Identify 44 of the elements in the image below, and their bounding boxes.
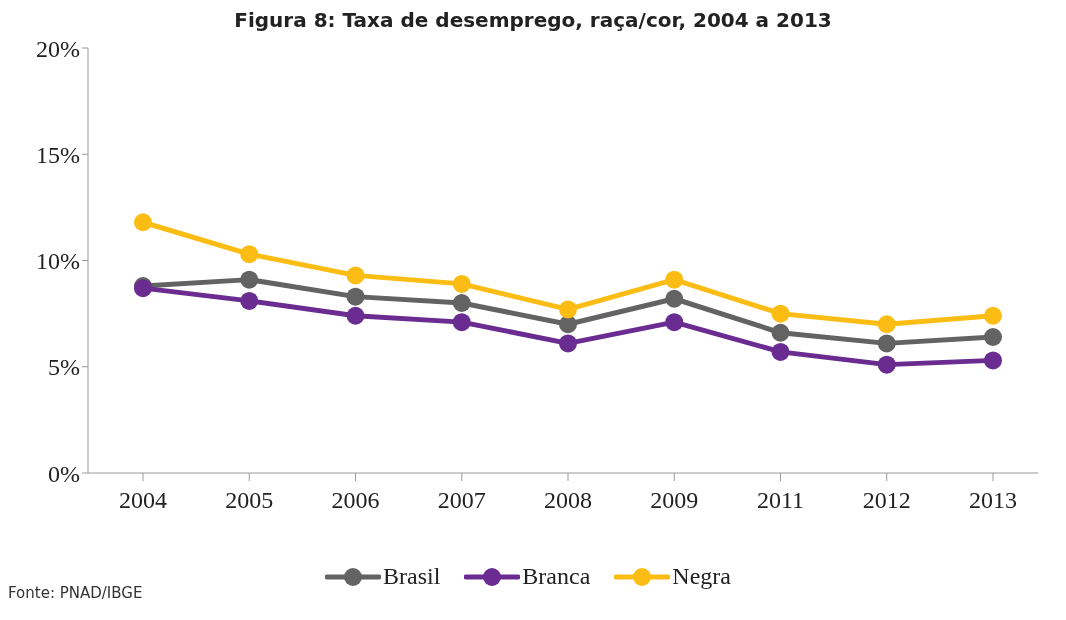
legend-label: Brasil [382, 563, 441, 590]
x-tick-label: 2013 [969, 487, 1017, 514]
point [984, 351, 1002, 370]
y-tick-label: 20% [36, 35, 80, 62]
point [877, 355, 896, 374]
point [346, 306, 365, 325]
y-tick-label: 15% [36, 141, 80, 168]
point [984, 328, 1002, 346]
point [665, 289, 684, 308]
point [984, 306, 1002, 325]
legend-label: Branca [521, 563, 591, 590]
x-tick-label: 2006 [331, 487, 380, 514]
source-note: Fonte: PNAD/IBGE [8, 584, 143, 602]
point [559, 334, 577, 353]
point [240, 245, 259, 264]
point [452, 313, 471, 332]
point [240, 291, 259, 310]
point [771, 304, 790, 323]
point [134, 213, 152, 232]
x-tick-label: 2011 [756, 487, 805, 514]
legend-label: Negra [671, 563, 731, 590]
x-tick-label: 2007 [437, 487, 486, 514]
x-tick-label: 2009 [650, 487, 699, 514]
x-tick-label: 2012 [862, 487, 911, 514]
point [665, 270, 684, 289]
point [240, 270, 259, 289]
x-tick-label: 2008 [544, 487, 592, 514]
point [452, 274, 471, 293]
point [559, 300, 577, 319]
point [665, 313, 684, 332]
x-tick-label: 2004 [119, 487, 167, 514]
point [559, 315, 577, 334]
y-tick-label: 0% [48, 460, 80, 487]
point [346, 287, 365, 306]
y-tick-label: 10% [36, 248, 80, 275]
chart-title: Figura 8: Taxa de desemprego, raça/cor, 2004 a 2013 [233, 8, 833, 34]
point [877, 334, 896, 353]
point [346, 266, 365, 285]
point [771, 342, 790, 361]
point [452, 294, 471, 312]
x-tick-label: 2005 [225, 487, 274, 514]
y-tick-label: 5% [48, 354, 80, 381]
point [877, 315, 896, 334]
point [771, 323, 790, 342]
